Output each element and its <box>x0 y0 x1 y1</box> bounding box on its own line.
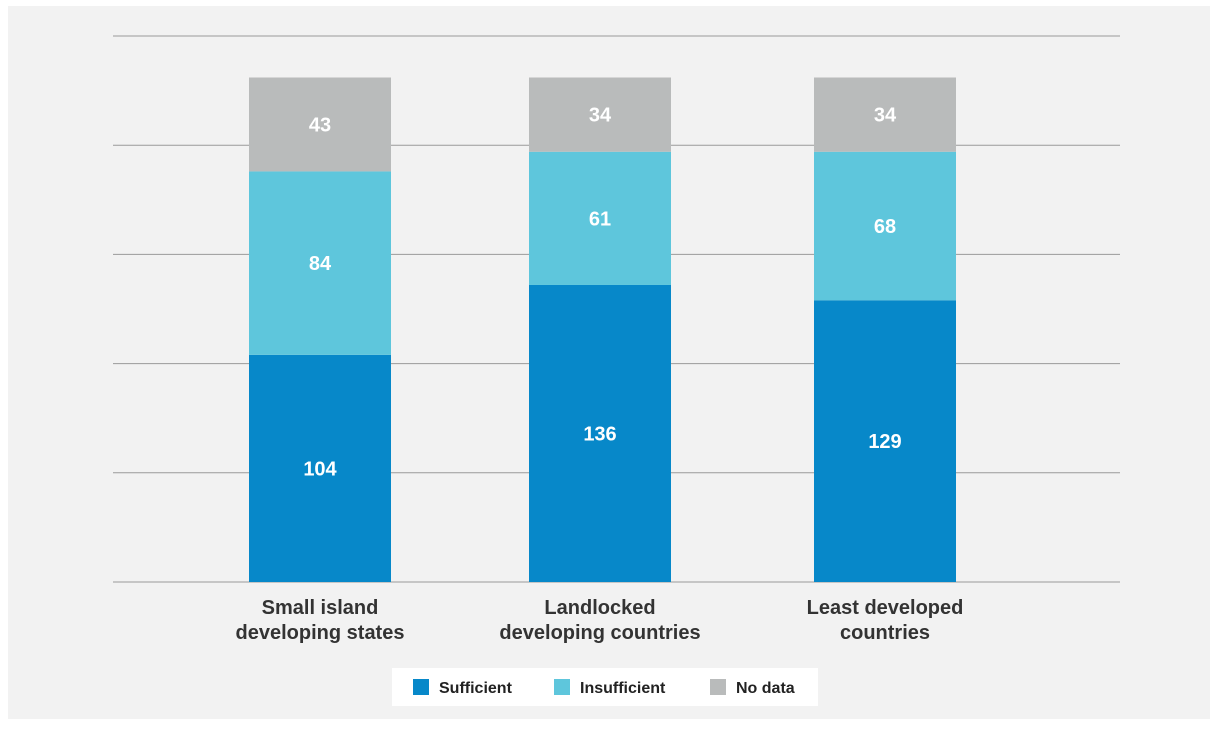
data-label: 104 <box>303 458 337 480</box>
chart-panel: 104 84 43 136 61 34 129 68 34 Small island develo… <box>8 6 1210 719</box>
bar-segment-no-data <box>529 77 671 152</box>
legend-label-no-data: No data <box>736 680 795 697</box>
bar-segment-no-data <box>249 77 391 172</box>
data-label: 84 <box>309 253 332 275</box>
legend-swatch-sufficient <box>413 679 429 695</box>
category-label: Small island <box>262 597 379 619</box>
bars: 104 84 43 136 61 34 129 68 34 <box>249 77 956 582</box>
data-label: 136 <box>583 423 616 445</box>
legend-label-sufficient: Sufficient <box>439 680 513 697</box>
legend-box <box>392 668 818 706</box>
category-label: countries <box>840 622 930 644</box>
category-label: Least developed <box>807 597 964 619</box>
bar-segment-insufficient <box>249 171 391 355</box>
category-label: developing countries <box>499 622 700 644</box>
data-label: 61 <box>589 208 611 230</box>
legend-swatch-no-data <box>710 679 726 695</box>
bar-segment-insufficient <box>814 151 956 301</box>
data-label: 129 <box>868 431 901 453</box>
category-label: Landlocked <box>544 597 655 619</box>
data-label: 34 <box>874 105 897 127</box>
data-label: 34 <box>589 105 612 127</box>
legend-label-insufficient: Insufficient <box>580 680 666 697</box>
category-label: developing states <box>236 622 405 644</box>
legend: Sufficient Insufficient No data <box>392 668 818 706</box>
data-label: 43 <box>309 114 331 136</box>
data-label: 68 <box>874 216 896 238</box>
bar-segment-sufficient <box>529 284 671 582</box>
bar-segment-sufficient <box>814 300 956 582</box>
stacked-bar-chart: 104 84 43 136 61 34 129 68 34 Small island develo… <box>113 35 1120 706</box>
bar-segment-insufficient <box>529 151 671 285</box>
bar-segment-no-data <box>814 77 956 152</box>
category-labels: Small island developing states Landlocked d… <box>236 597 964 644</box>
bar-segment-sufficient <box>249 354 391 582</box>
legend-swatch-insufficient <box>554 679 570 695</box>
